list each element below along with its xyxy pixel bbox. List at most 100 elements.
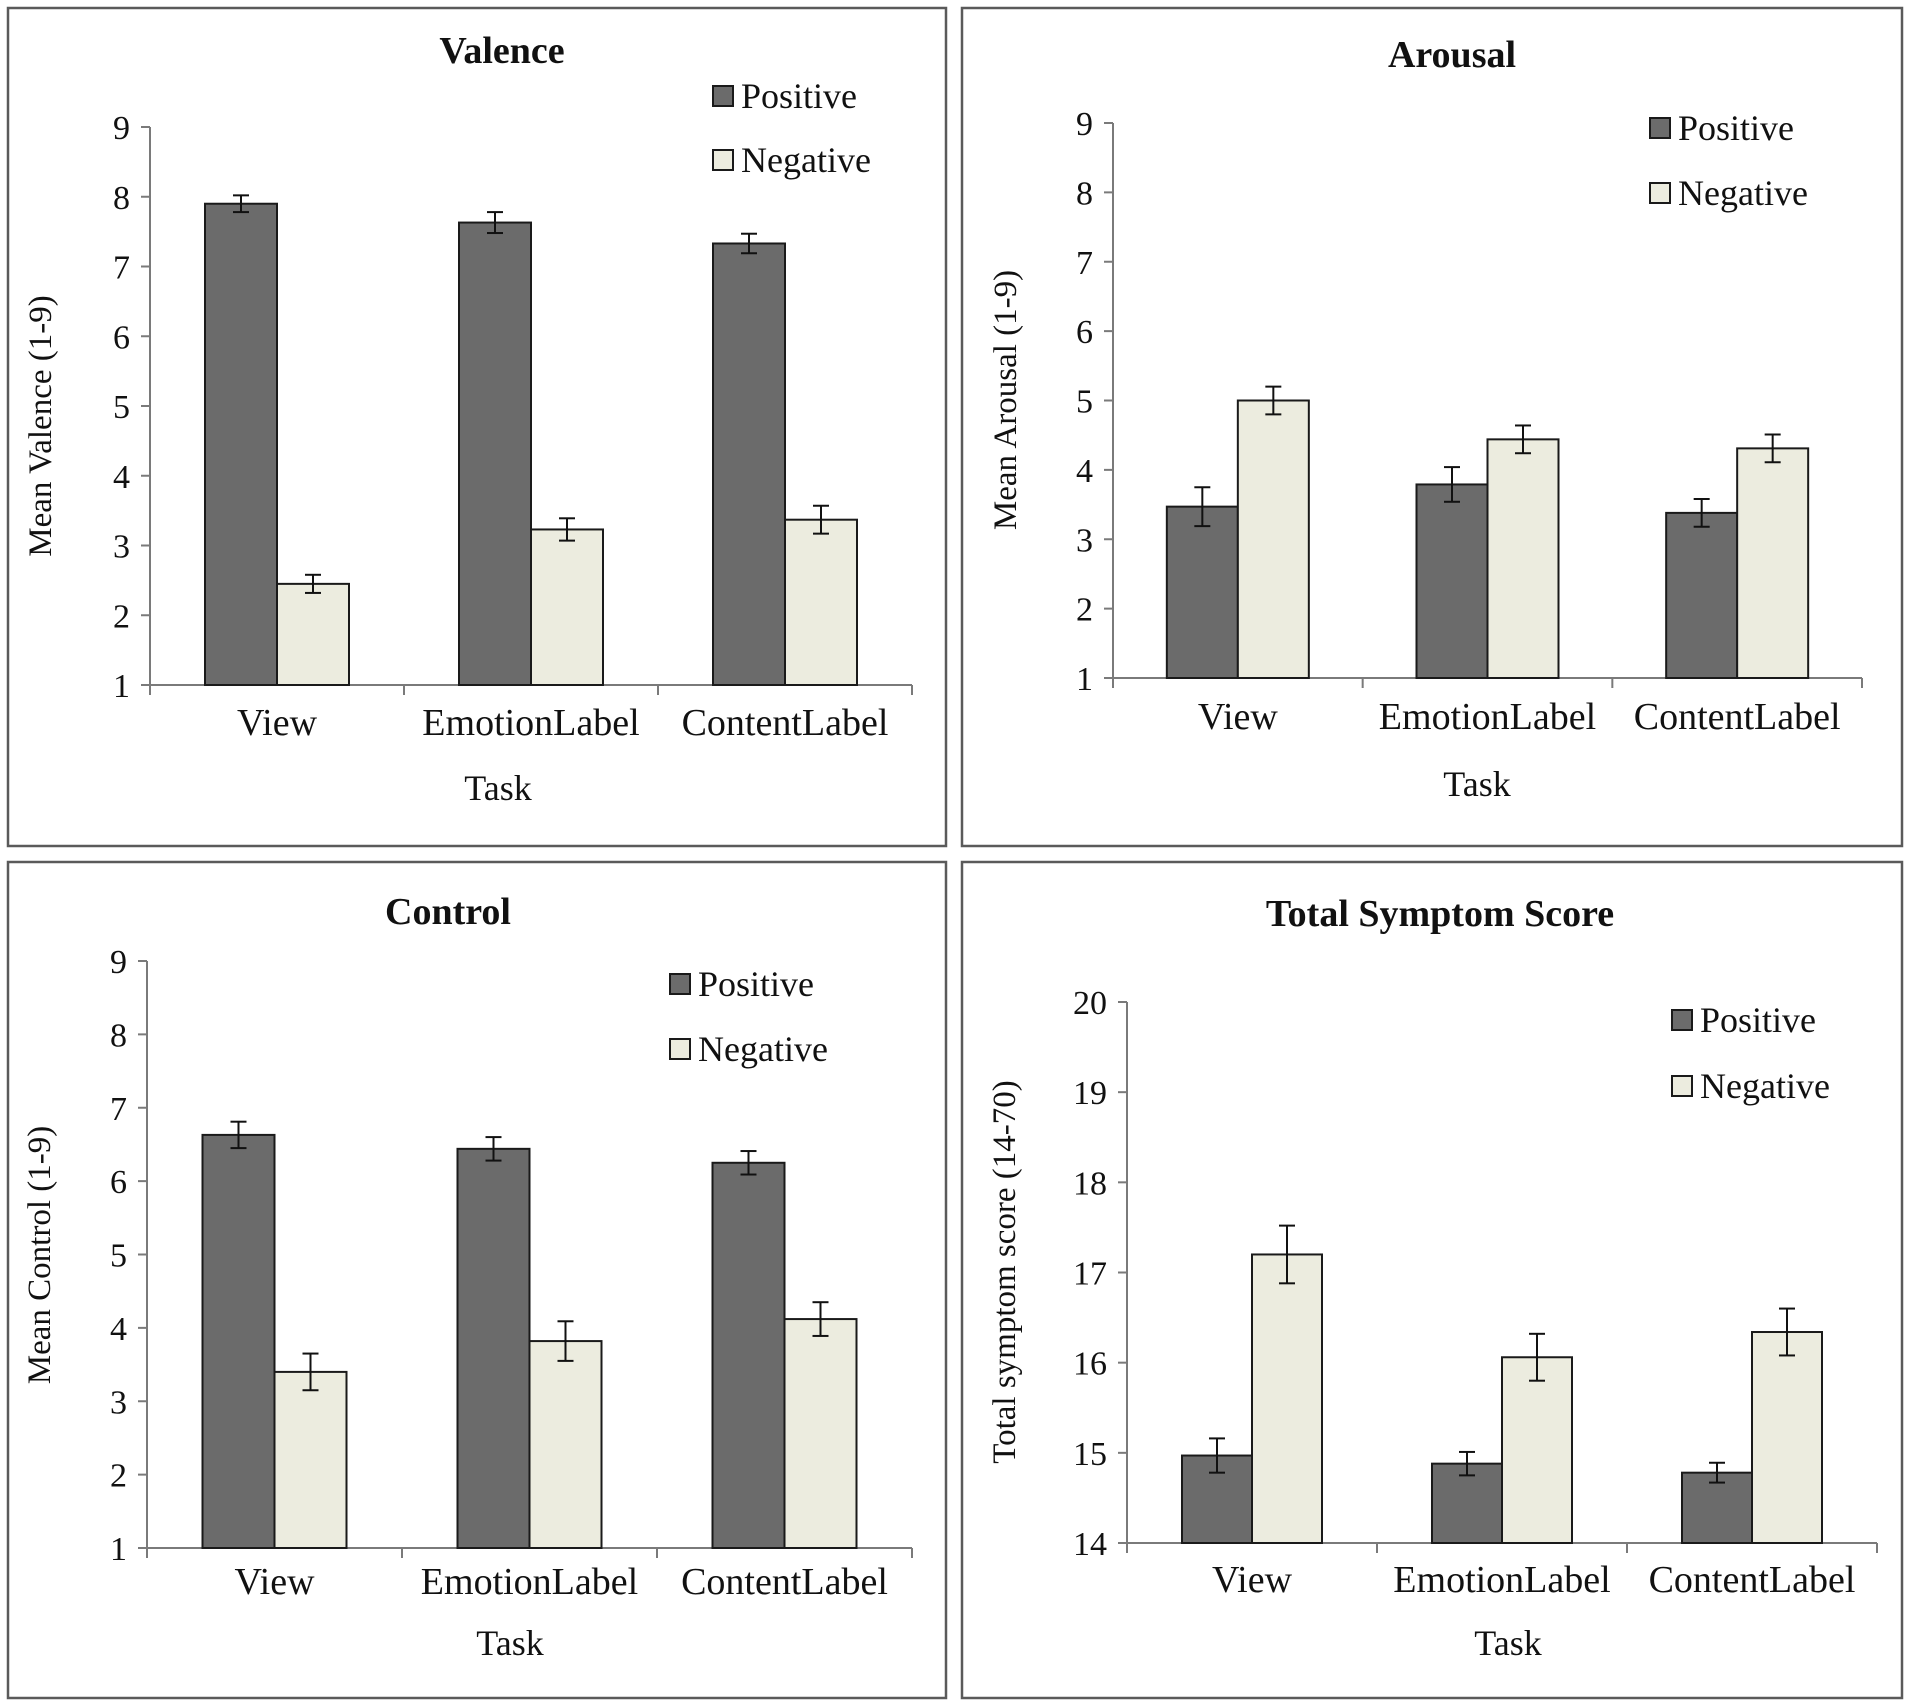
y-tick-label: 2 [1076,592,1093,629]
y-tick-label: 3 [113,529,130,566]
legend-label-negative: Negative [698,1029,828,1069]
bar-positive [458,221,532,686]
legend-swatch-positive [712,85,734,107]
x-category-label: EmotionLabel [422,702,639,744]
y-tick-label: 1 [113,668,130,705]
y-tick-label: 15 [1073,1436,1107,1473]
x-category-label: EmotionLabel [1379,696,1596,738]
x-category-label: ContentLabel [681,1561,888,1603]
bar-positive [1681,1471,1753,1545]
y-tick-label: 2 [113,598,130,635]
y-tick-label: 4 [113,459,130,496]
x-category-label: ContentLabel [1634,696,1841,738]
y-tick-label: 19 [1073,1075,1107,1112]
chart-title: Control [385,891,511,933]
y-tick-label: 1 [1076,661,1093,698]
bar-negative [273,1370,348,1550]
legend-label-negative: Negative [1700,1066,1830,1106]
bar-negative [783,1318,858,1549]
y-tick-label: 9 [1076,106,1093,143]
y-tick-label: 5 [1076,384,1093,421]
bar-negative [1751,1331,1823,1545]
bar-negative [528,1340,603,1550]
total-symptom-score-panel: Total Symptom Score 14 15 16 17 18 19 20 View Emo… [960,860,1904,1700]
y-tick-label: 8 [113,180,130,217]
legend-label-negative: Negative [1678,173,1808,213]
bar-negative [784,518,858,686]
bar-negative [276,582,350,686]
y-tick-label: 16 [1073,1346,1107,1383]
panel-frame [960,6,1904,848]
legend-swatch-positive [1649,117,1671,139]
bar-negative [1501,1356,1573,1545]
legend-label-positive: Positive [1678,108,1794,148]
legend-label-positive: Positive [1700,1000,1816,1040]
legend-label-positive: Positive [698,964,814,1004]
y-axis-title: Total symptom score (14-70) [987,1080,1023,1464]
x-category-label: ContentLabel [1649,1559,1856,1601]
x-category-label: View [237,702,318,744]
legend-label-positive: Positive [741,76,857,116]
y-tick-label: 9 [113,110,130,147]
arousal-panel: Arousal 1 2 3 4 5 6 7 8 9 View EmotionLabel ContentL… [960,6,1904,848]
x-axis-title: Task [1474,1623,1541,1663]
chart-title: Total Symptom Score [1266,893,1614,935]
bar-positive [711,1161,786,1549]
y-tick-label: 2 [110,1458,127,1495]
legend-swatch-negative [1649,182,1671,204]
legend-swatch-positive [1671,1009,1693,1031]
y-tick-label: 3 [1076,522,1093,559]
y-tick-label: 7 [1076,245,1093,282]
y-tick-label: 18 [1073,1165,1107,1202]
y-tick-label: 8 [1076,175,1093,212]
y-tick-label: 6 [1076,314,1093,351]
y-tick-label: 17 [1073,1256,1107,1293]
y-axis-title: Mean Arousal (1-9) [988,270,1024,530]
bar-negative [530,528,604,687]
bar-negative [1736,447,1810,679]
bar-positive [1665,511,1739,680]
y-tick-label: 9 [110,944,127,981]
x-category-label: EmotionLabel [1393,1559,1610,1601]
x-axis-title: Task [476,1623,543,1663]
bar-negative [1486,438,1560,679]
y-tick-label: 1 [110,1531,127,1568]
legend-swatch-negative [1671,1075,1693,1097]
y-tick-label: 4 [1076,453,1093,490]
bar-positive [712,242,786,686]
y-tick-label: 8 [110,1017,127,1054]
legend-label-negative: Negative [741,140,871,180]
bar-positive [1165,505,1239,679]
y-tick-label: 5 [110,1238,127,1275]
bar-negative [1236,399,1310,679]
chart-title: Arousal [1388,34,1516,76]
y-tick-label: 20 [1073,985,1107,1022]
y-axis-title: Mean Control (1-9) [22,1126,58,1384]
y-tick-label: 7 [110,1091,127,1128]
control-panel: Control 1 2 3 4 5 6 7 8 9 View EmotionLabel ContentL… [6,860,948,1700]
bar-positive [204,202,278,686]
chart-title: Valence [439,30,564,72]
y-tick-label: 6 [113,319,130,356]
x-category-label: View [234,1561,315,1603]
bar-positive [1415,483,1489,679]
valence-panel: Valence 1 2 3 4 5 6 7 8 9 View EmotionLabel ContentL… [6,6,948,848]
legend-swatch-negative [669,1038,691,1060]
x-category-label: View [1198,696,1279,738]
y-tick-label: 4 [110,1311,127,1348]
bar-positive [201,1133,276,1550]
bar-positive [456,1147,531,1549]
y-tick-label: 14 [1073,1526,1107,1563]
x-category-label: EmotionLabel [421,1561,638,1603]
x-axis-title: Task [1443,764,1510,804]
y-tick-label: 5 [113,389,130,426]
y-tick-label: 6 [110,1164,127,1201]
bar-negative [1251,1253,1323,1544]
legend-swatch-negative [712,149,734,171]
x-axis-title: Task [464,768,531,808]
y-axis-title: Mean Valence (1-9) [23,295,59,556]
x-category-label: View [1212,1559,1293,1601]
y-tick-label: 7 [113,250,130,287]
x-category-label: ContentLabel [682,702,889,744]
